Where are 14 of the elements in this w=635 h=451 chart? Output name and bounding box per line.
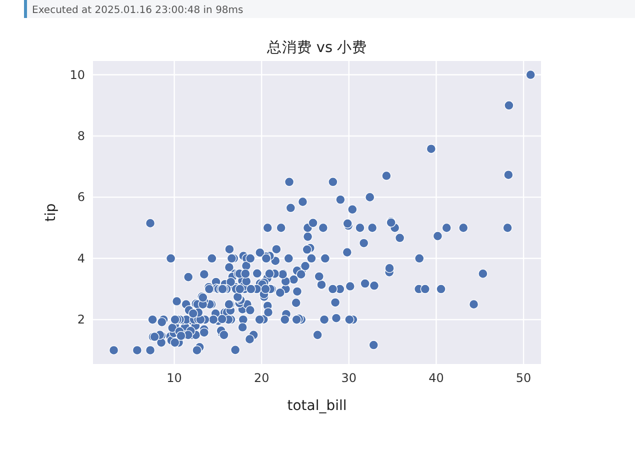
x-tick-label: 30 (341, 371, 357, 385)
x-axis-title: total_bill (287, 398, 347, 414)
x-tick-label: 20 (254, 371, 270, 385)
y-tick-label: 8 (77, 128, 85, 143)
x-tick-label: 10 (166, 371, 182, 385)
y-tick-label: 2 (77, 312, 85, 327)
x-tick-label: 40 (428, 371, 444, 385)
y-tick-label: 6 (77, 190, 85, 204)
y-tick-label: 4 (77, 251, 85, 266)
y-axis-title: tip (43, 203, 59, 222)
y-tick-label: 10 (70, 68, 85, 82)
text: Executed at 2025.01.16 23:00:48 in 98ms (32, 5, 244, 16)
chart-title: 总消费 vs 小费 (266, 39, 368, 56)
x-tick-label: 50 (516, 371, 532, 385)
